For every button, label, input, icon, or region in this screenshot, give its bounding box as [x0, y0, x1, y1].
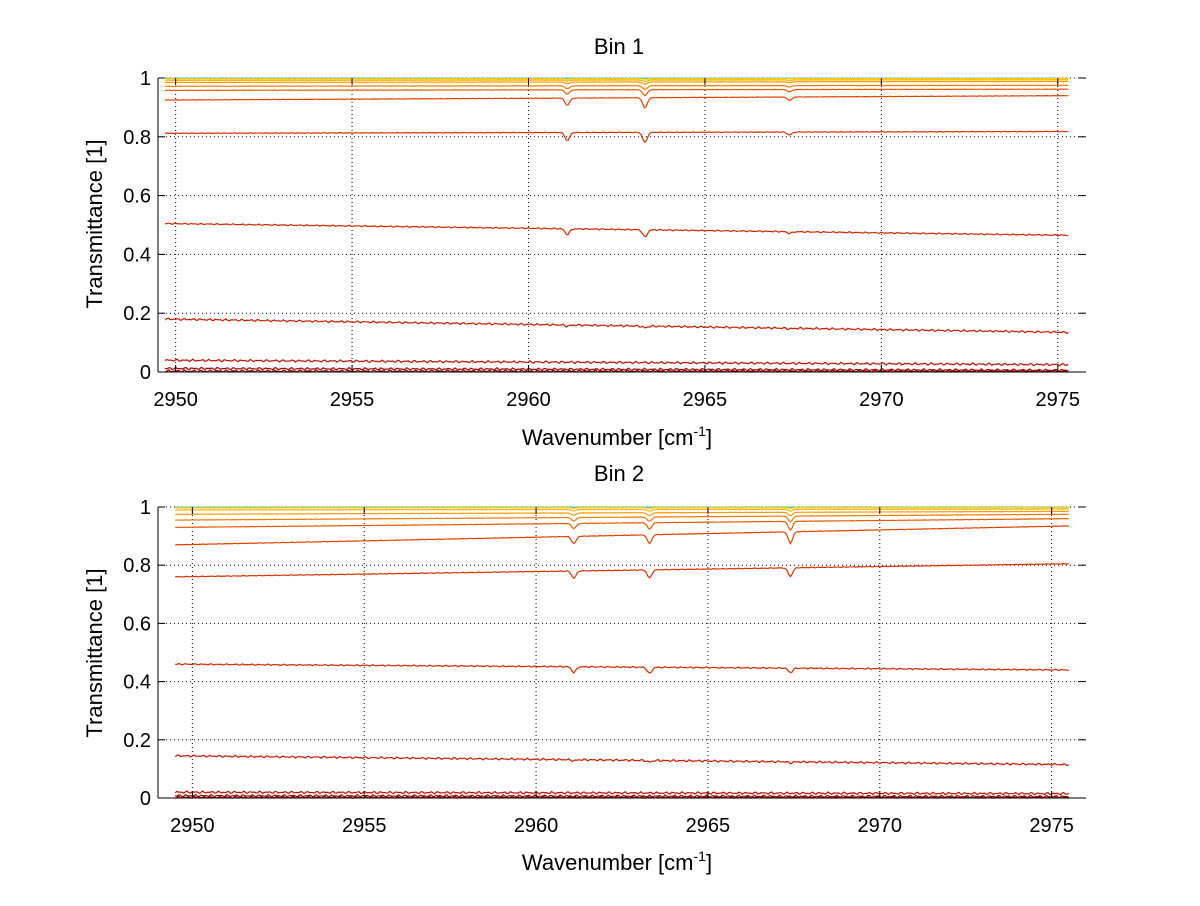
x-tick-label: 2960	[514, 815, 559, 837]
series-line-s4	[165, 81, 1068, 84]
series-line-s3	[175, 509, 1069, 511]
y-tick-labels: 0 0.2 0.4 0.6 0.8 1	[123, 497, 151, 810]
plot-title: Bin 2	[594, 461, 644, 486]
y-tick-label: 0.2	[123, 730, 151, 752]
series-line-s7	[165, 96, 1068, 108]
y-tick-label: 1	[140, 497, 151, 519]
y-tick-label: 0.6	[123, 186, 151, 208]
series-line-s10	[175, 755, 1069, 766]
x-tick-label: 2950	[170, 815, 215, 837]
series-line-s9	[165, 223, 1068, 236]
y-tick-label: 0	[140, 362, 151, 384]
series-line-s8	[175, 564, 1069, 579]
y-tick-labels: 0 0.2 0.4 0.6 0.8 1	[123, 68, 151, 384]
subplot-bin-1: Bin 1 2950 2955 2960 2965 2970 2975 0 0.2 0.4 0.…	[82, 34, 1086, 450]
series-line-s10	[165, 318, 1068, 333]
x-axis-label: Wavenumber [cm-1]	[522, 423, 712, 450]
plot-title: Bin 1	[594, 34, 644, 59]
x-tick-label: 2975	[1036, 389, 1081, 411]
y-tick-label: 0.4	[123, 672, 151, 694]
series-line-s2	[175, 507, 1069, 508]
y-axis-label: Transmittance [1]	[82, 568, 107, 737]
x-tick-label: 2955	[342, 815, 387, 837]
x-axis-label: Wavenumber [cm-1]	[522, 848, 712, 875]
y-axis-label: Transmittance [1]	[82, 139, 107, 308]
series-line-s11	[175, 791, 1069, 795]
y-tick-label: 0.4	[123, 244, 151, 266]
x-tick-label: 2960	[506, 389, 551, 411]
series-group	[175, 507, 1069, 798]
series-line-s6	[165, 89, 1068, 95]
x-tick-label: 2970	[858, 815, 903, 837]
y-tick-label: 0	[140, 788, 151, 810]
series-line-s9	[175, 664, 1069, 673]
y-tick-label: 0.8	[123, 127, 151, 149]
x-tick-labels: 2950 2955 2960 2965 2970 2975	[170, 815, 1074, 837]
x-tick-label: 2950	[153, 389, 198, 411]
x-tick-label: 2965	[683, 389, 728, 411]
x-tick-label: 2970	[859, 389, 904, 411]
series-line-s11	[165, 359, 1068, 366]
axes-frame	[158, 507, 1086, 798]
grid	[158, 507, 1086, 798]
series-line-s8	[165, 131, 1068, 142]
series-group	[165, 78, 1068, 372]
x-tick-label: 2965	[686, 815, 731, 837]
x-tick-label: 2955	[330, 389, 375, 411]
y-tick-label: 0.6	[123, 613, 151, 635]
x-tick-label: 2975	[1029, 815, 1074, 837]
y-tick-label: 1	[140, 68, 151, 90]
subplot-bin-2: Bin 2 2950 2955 2960 2965 2970 2975 0 0.2 0.4 0.…	[82, 461, 1086, 875]
series-line-s5	[175, 514, 1069, 522]
x-tick-labels: 2950 2955 2960 2965 2970 2975	[153, 389, 1080, 411]
series-line-s7	[175, 526, 1069, 545]
y-tick-label: 0.2	[123, 303, 151, 325]
y-tick-label: 0.8	[123, 555, 151, 577]
